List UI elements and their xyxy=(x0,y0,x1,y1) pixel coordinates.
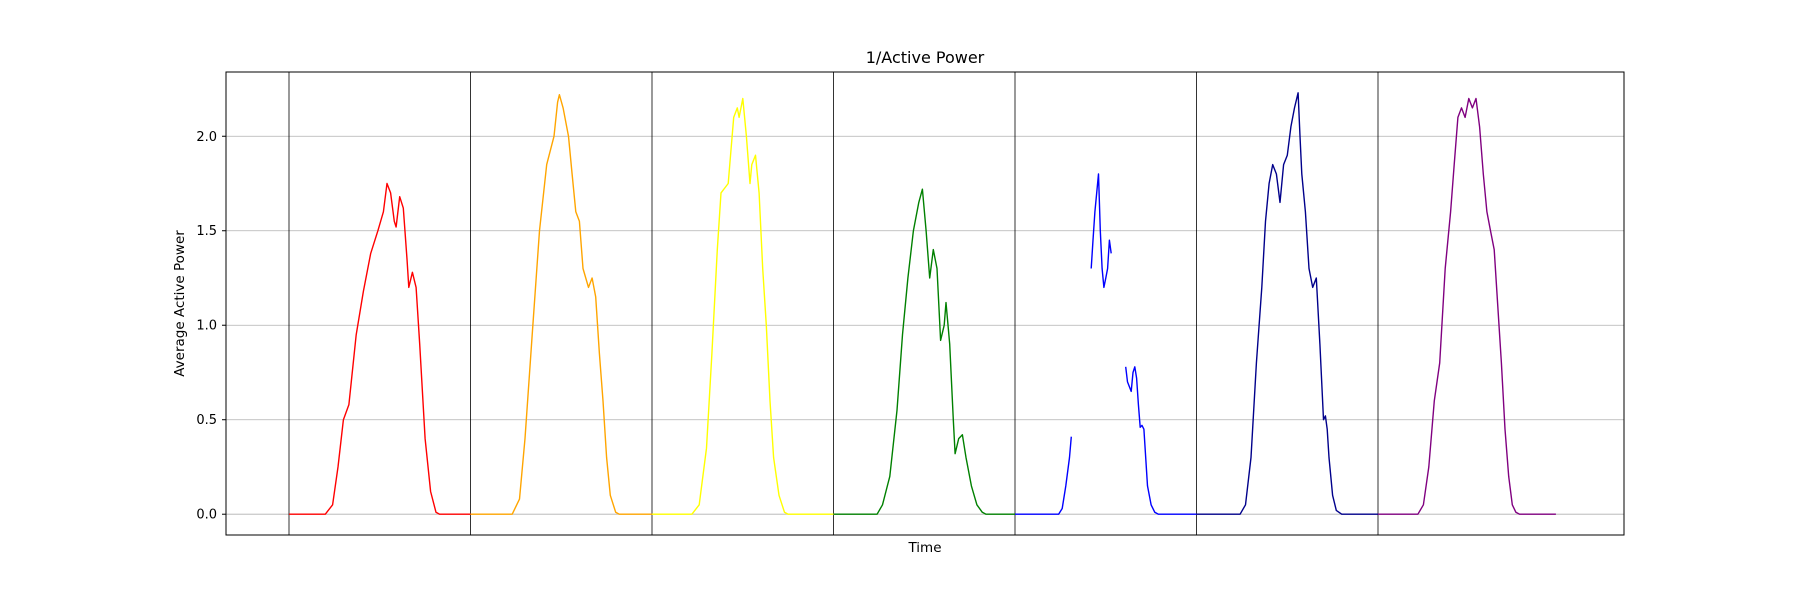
y-tick-label: 0.0 xyxy=(196,508,217,523)
series-group xyxy=(289,92,1556,515)
series-line xyxy=(1196,92,1378,515)
y-tick-label: 1.0 xyxy=(196,319,217,334)
plot-area-frame xyxy=(225,71,1625,536)
series-line xyxy=(1090,173,1112,289)
series-line xyxy=(1378,97,1556,515)
y-tick-label: 0.5 xyxy=(196,413,217,428)
day-separators xyxy=(288,72,1379,535)
y-axis-ticks: 0.0 0.5 1.0 1.5 2.0 xyxy=(196,130,226,523)
series-line xyxy=(1015,436,1072,515)
series-line xyxy=(470,93,652,515)
series-line xyxy=(1125,366,1197,515)
series-line xyxy=(833,188,1015,515)
y-tick-label: 2.0 xyxy=(196,130,217,145)
series-line xyxy=(289,182,471,515)
y-axis-label: Average Active Power xyxy=(172,230,188,377)
x-axis-label: Time xyxy=(907,540,941,556)
y-tick-label: 1.5 xyxy=(196,224,217,239)
grid-lines xyxy=(226,135,1624,515)
chart-title: 1/Active Power xyxy=(866,48,985,67)
series-line xyxy=(652,97,834,515)
